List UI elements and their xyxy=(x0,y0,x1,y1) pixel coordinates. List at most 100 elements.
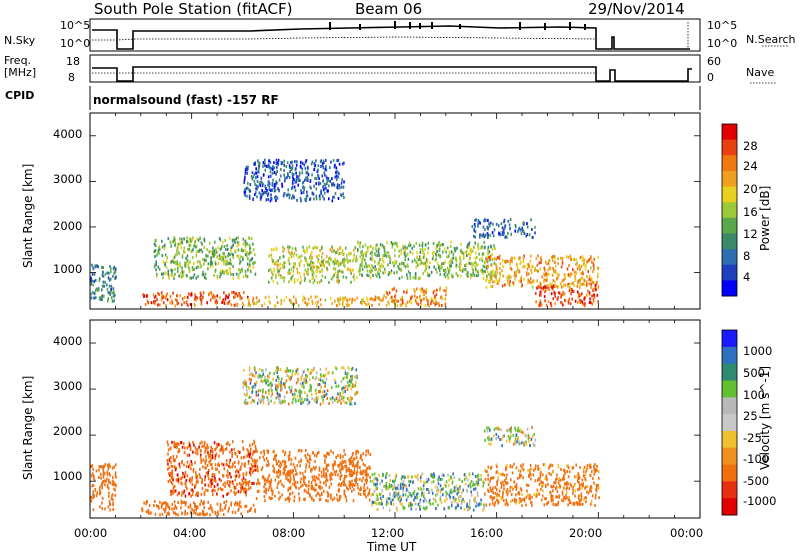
data-cell xyxy=(543,503,546,507)
data-cell xyxy=(336,400,339,404)
data-cell xyxy=(333,470,336,474)
data-cell xyxy=(251,373,254,377)
data-cell xyxy=(315,177,318,181)
data-cell xyxy=(196,506,199,510)
data-cell xyxy=(348,469,350,473)
data-cell xyxy=(258,182,261,186)
data-cell xyxy=(490,272,493,276)
data-cell xyxy=(323,171,326,175)
data-cell xyxy=(184,250,186,254)
data-cell xyxy=(308,465,311,468)
data-cell xyxy=(420,299,422,303)
data-cell xyxy=(307,267,309,271)
data-cell xyxy=(489,278,492,282)
data-cell xyxy=(290,469,292,473)
data-cell xyxy=(304,497,306,501)
data-cell xyxy=(191,483,194,486)
data-cell xyxy=(473,487,475,491)
power-cb-12: 12 xyxy=(743,227,758,241)
data-cell xyxy=(556,477,558,481)
data-cell xyxy=(365,303,367,307)
data-cell xyxy=(103,284,106,288)
data-cell xyxy=(477,247,480,251)
data-cell xyxy=(335,304,338,308)
data-cell xyxy=(356,466,359,470)
data-cell xyxy=(158,292,160,296)
data-cell xyxy=(246,194,248,198)
data-cell xyxy=(375,487,377,491)
data-cell xyxy=(318,182,320,186)
data-cell xyxy=(204,448,207,452)
data-cell xyxy=(318,485,320,489)
data-cell xyxy=(325,255,328,259)
data-cell xyxy=(296,394,299,398)
data-cell xyxy=(111,299,114,303)
data-cell xyxy=(362,257,364,261)
data-cell xyxy=(243,382,245,386)
data-cell xyxy=(409,480,412,484)
data-cell xyxy=(190,510,192,514)
data-cell xyxy=(193,268,195,271)
data-cell xyxy=(214,448,216,452)
data-cell xyxy=(360,251,362,255)
data-cell xyxy=(509,485,512,489)
data-cell xyxy=(506,473,508,477)
data-cell xyxy=(519,487,522,491)
data-cell xyxy=(581,255,584,258)
data-cell xyxy=(388,474,391,478)
data-cell xyxy=(480,473,482,477)
data-cell xyxy=(349,402,351,406)
data-cell xyxy=(495,263,497,267)
data-cell xyxy=(560,256,562,260)
data-cell xyxy=(376,254,379,258)
data-cell xyxy=(261,394,264,398)
data-cell xyxy=(574,489,576,493)
data-cell xyxy=(244,175,246,179)
data-cell xyxy=(227,509,229,513)
data-cell xyxy=(396,304,398,308)
data-cell xyxy=(205,455,207,459)
data-cell xyxy=(584,304,586,308)
data-cell xyxy=(489,255,491,259)
data-cell xyxy=(417,277,420,281)
data-cell xyxy=(316,304,318,308)
data-cell xyxy=(371,480,374,483)
data-cell xyxy=(291,491,294,495)
data-cell xyxy=(287,174,289,177)
data-cell xyxy=(395,473,397,477)
data-cell xyxy=(197,238,200,242)
data-cell xyxy=(368,488,371,492)
data-cell xyxy=(310,468,312,471)
data-cell xyxy=(515,466,518,470)
data-cell xyxy=(547,300,550,304)
data-cell xyxy=(354,380,357,384)
data-cell xyxy=(568,496,570,499)
data-cell xyxy=(416,255,418,259)
data-cell xyxy=(400,268,403,271)
data-cell xyxy=(344,372,347,375)
data-cell xyxy=(315,159,317,163)
data-cell xyxy=(313,184,315,188)
data-cell xyxy=(317,492,320,496)
data-cell xyxy=(484,468,486,472)
data-cell xyxy=(228,507,230,510)
data-cell xyxy=(165,503,167,507)
data-cell xyxy=(504,502,507,506)
data-cell xyxy=(300,484,302,488)
data-cell xyxy=(498,489,501,493)
data-cell xyxy=(321,263,324,267)
data-cell xyxy=(321,246,323,250)
data-cell xyxy=(339,391,341,395)
data-cell xyxy=(316,270,319,273)
data-cell xyxy=(493,257,495,261)
data-cell xyxy=(337,464,339,467)
data-cell xyxy=(334,163,336,167)
data-cell xyxy=(319,181,322,185)
data-cell xyxy=(328,485,331,489)
data-cell xyxy=(439,254,442,258)
data-cell xyxy=(451,482,454,486)
data-cell xyxy=(246,254,248,258)
data-cell xyxy=(242,303,245,307)
data-cell xyxy=(331,183,333,187)
data-cell xyxy=(142,293,145,297)
